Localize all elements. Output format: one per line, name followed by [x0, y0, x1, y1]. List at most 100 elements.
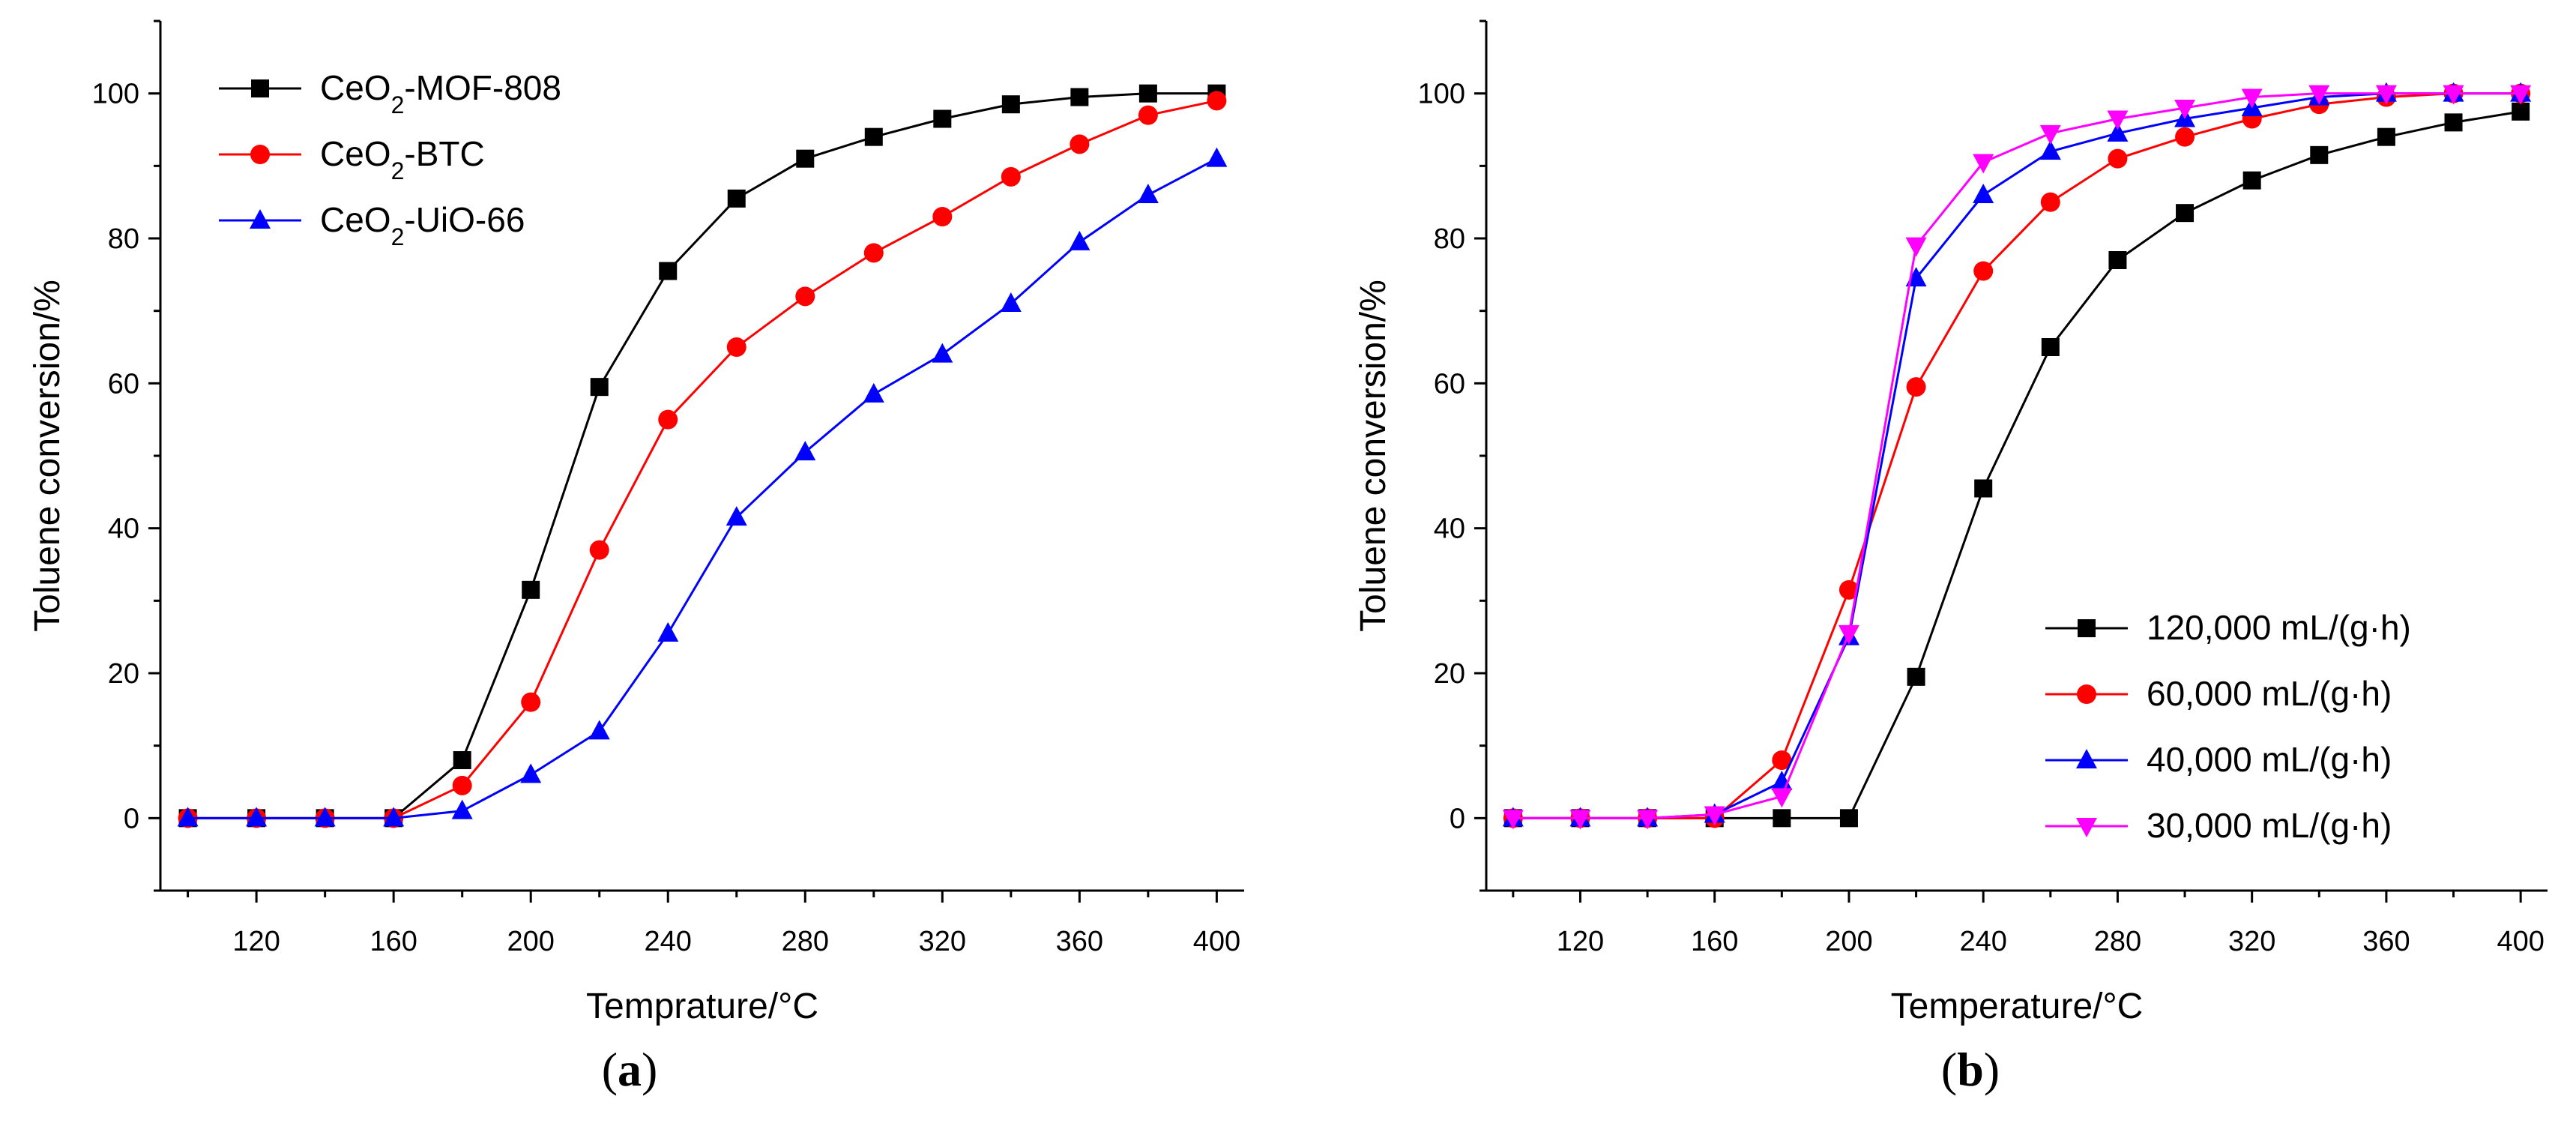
- data-point: [1907, 667, 1925, 686]
- legend-item: 40,000 mL/(g·h): [2045, 740, 2392, 779]
- legend-item: CeO2-MOF-808: [219, 68, 561, 118]
- x-tick-label: 280: [2094, 926, 2141, 957]
- data-point: [2041, 338, 2060, 356]
- data-point: [522, 580, 540, 599]
- legend: 120,000 mL/(g·h) 60,000 mL/(g·h) 40,000 mL…: [2045, 608, 2411, 845]
- legend-label-part: CeO: [320, 68, 391, 107]
- chart-a: 120 160 200 240 280 320 360 400 0 20 40 60 80 100 Temp…: [28, 19, 1244, 1026]
- x-tick-label: 360: [1056, 926, 1103, 957]
- data-point: [2444, 113, 2463, 132]
- y-tick-label: 0: [1450, 803, 1465, 834]
- data-point: [2308, 85, 2330, 105]
- x-tick-label: 200: [507, 926, 554, 957]
- data-point: [177, 807, 199, 827]
- data-point: [1973, 261, 1994, 281]
- data-point: [657, 621, 679, 642]
- data-point: [1070, 88, 1089, 106]
- legend-label-part: CeO: [320, 200, 391, 239]
- series-line: [1512, 92, 2521, 819]
- y-tick-label: 100: [1418, 79, 1465, 110]
- data-point: [246, 807, 268, 827]
- y-tick-label: 0: [124, 803, 139, 834]
- series-2: [1503, 83, 2531, 828]
- data-point: [588, 720, 610, 740]
- data-point: [1704, 806, 1725, 826]
- legend-label: CeO2-MOF-808: [320, 68, 561, 118]
- data-point: [795, 286, 815, 307]
- data-point: [1070, 134, 1090, 154]
- legend-item: 60,000 mL/(g·h): [2045, 674, 2392, 713]
- legend-marker: [250, 145, 270, 164]
- legend-label-part: -BTC: [404, 134, 484, 173]
- data-point: [520, 763, 542, 783]
- x-tick-label: 240: [1959, 926, 2006, 957]
- data-point: [796, 149, 815, 168]
- data-point: [932, 207, 953, 226]
- data-point: [2107, 110, 2129, 130]
- data-point: [383, 807, 405, 827]
- data-point: [1906, 377, 1926, 397]
- data-point: [1838, 624, 1859, 645]
- data-point: [863, 243, 884, 263]
- series-line: [1512, 92, 2521, 819]
- data-point: [863, 382, 884, 403]
- legend-marker: [250, 209, 271, 229]
- data-point: [452, 775, 472, 795]
- data-point: [1000, 292, 1022, 312]
- data-point: [314, 807, 336, 827]
- legend-label-part: -MOF-808: [404, 68, 561, 107]
- panel-label-b: (b): [1940, 1043, 2000, 1096]
- legend-label-part: 120,000 mL/(g·h): [2147, 608, 2411, 647]
- y-tick-label: 80: [1434, 223, 1465, 255]
- x-tick-label: 200: [1825, 926, 1872, 957]
- legend-subscript: 2: [391, 223, 405, 250]
- data-point: [2039, 140, 2061, 160]
- data-point: [2108, 251, 2127, 269]
- legend-marker: [2076, 818, 2097, 837]
- data-point: [2107, 121, 2129, 142]
- data-point: [1138, 84, 1157, 103]
- data-point: [2241, 88, 2263, 109]
- legend-subscript: 2: [391, 91, 405, 118]
- chart-panel-a: 120 160 200 240 280 320 360 400 0 20 40 60 80 100 Temp…: [28, 19, 1244, 1096]
- y-tick-label: 20: [108, 658, 139, 690]
- y-tick-label: 20: [1434, 658, 1465, 690]
- legend-label-part: 60,000 mL/(g·h): [2147, 674, 2392, 713]
- data-point: [932, 343, 953, 363]
- x-tick-label: 400: [1193, 926, 1240, 957]
- data-point: [2039, 124, 2061, 145]
- data-point: [590, 378, 609, 397]
- data-point: [521, 692, 541, 712]
- legend-label: 60,000 mL/(g·h): [2147, 674, 2392, 713]
- data-point: [794, 441, 816, 461]
- data-point: [726, 337, 746, 357]
- data-point: [1069, 230, 1091, 250]
- data-point: [1138, 105, 1158, 125]
- legend-label: CeO2-BTC: [320, 134, 485, 184]
- data-point: [589, 540, 609, 560]
- data-point: [2108, 148, 2128, 169]
- y-axis-title: Toluene conversion/%: [1354, 280, 1393, 632]
- data-point: [2375, 85, 2397, 105]
- series-line: [187, 157, 1218, 819]
- data-point: [933, 109, 952, 128]
- legend-item: 120,000 mL/(g·h): [2045, 608, 2411, 647]
- data-point: [1973, 184, 1994, 203]
- data-point: [1569, 810, 1591, 830]
- data-point: [1772, 750, 1792, 770]
- legend-marker: [2078, 619, 2096, 637]
- x-tick-label: 320: [2228, 926, 2275, 957]
- data-point: [727, 189, 746, 208]
- chart-b: 120 160 200 240 280 320 360 400 0 20 40 60 80 100 Temp…: [1354, 19, 2548, 1026]
- legend-label: 120,000 mL/(g·h): [2147, 608, 2411, 647]
- legend-label-part: CeO: [320, 134, 391, 173]
- data-point: [2175, 127, 2195, 147]
- x-tick-label: 400: [2497, 926, 2544, 957]
- series-1: [1503, 102, 2530, 828]
- x-tick-label: 120: [232, 926, 280, 957]
- data-point: [2242, 171, 2261, 190]
- series-1: [178, 84, 1226, 828]
- y-tick-label: 40: [1434, 514, 1465, 545]
- data-point: [2512, 102, 2530, 121]
